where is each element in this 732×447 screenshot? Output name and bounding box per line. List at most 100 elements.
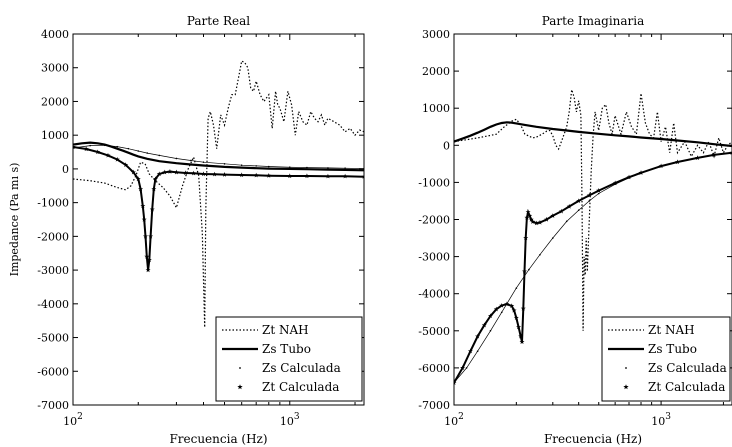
y-tick-label: -3000	[37, 264, 69, 277]
data-point-zs-calculada	[190, 159, 192, 162]
data-point-zt-calculada	[253, 172, 259, 178]
data-point-zt-calculada	[520, 305, 526, 311]
data-point-zt-calculada	[156, 171, 162, 177]
data-point-zt-calculada	[566, 203, 572, 209]
data-point-zs-calculada	[565, 220, 568, 223]
data-point-zt-calculada	[105, 152, 111, 158]
data-point-zt-calculada	[151, 186, 157, 192]
data-point-zt-calculada	[523, 235, 529, 241]
y-tick-label: 4000	[41, 28, 69, 41]
data-point-zs-calculada	[306, 166, 308, 169]
y-tick-label: -1000	[37, 197, 69, 210]
legend-label-zt-nah: Zt NAH	[648, 323, 695, 337]
data-point-zt-calculada	[493, 306, 499, 312]
y-tick-label: -5000	[37, 332, 69, 345]
data-point-zt-calculada	[513, 315, 519, 320]
legend-label-zt-calculada: Zt Calculada	[262, 380, 339, 394]
data-point-zt-calculada	[550, 213, 556, 218]
data-point-zt-calculada	[73, 144, 76, 150]
data-point-zt-calculada	[361, 174, 364, 179]
data-point-zt-calculada	[152, 176, 158, 182]
data-point-zt-calculada	[586, 192, 592, 198]
data-point-zt-calculada	[123, 162, 129, 167]
data-point-zs-calculada	[223, 163, 226, 165]
data-point-zs-calculada	[175, 157, 178, 160]
data-point-zt-calculada	[460, 365, 466, 370]
data-point-zs-calculada	[116, 145, 119, 148]
y-tick-label: -5000	[418, 325, 450, 338]
data-point-zt-calculada	[182, 170, 188, 176]
data-point-zt-calculada	[481, 322, 487, 328]
data-point-zt-calculada	[518, 333, 524, 339]
data-point-zt-calculada	[114, 156, 120, 162]
x-tick-label: 103	[280, 412, 300, 428]
y-tick-label: 1000	[422, 102, 450, 115]
plot-series	[454, 89, 732, 385]
data-point-zt-calculada	[325, 173, 331, 179]
y-tick-label: -2000	[418, 214, 450, 227]
data-point-zt-calculada	[516, 324, 522, 330]
y-tick-label: -4000	[418, 288, 450, 301]
y-tick-label: 0	[443, 139, 450, 152]
y-tick-label: -7000	[418, 399, 450, 412]
legend-label-zs-calculada: Zs Calculada	[262, 361, 341, 375]
data-point-zt-calculada	[149, 206, 155, 212]
data-point-zt-calculada	[675, 159, 680, 165]
data-point-zs-calculada	[515, 287, 518, 289]
data-point-zt-calculada	[509, 303, 515, 309]
data-point-zt-calculada	[711, 152, 717, 158]
chart-title: Parte Imaginaria	[542, 14, 645, 28]
data-point-zs-calculada	[476, 350, 479, 353]
data-point-zt-calculada	[173, 169, 179, 175]
data-point-zt-calculada	[638, 170, 644, 175]
legend-label-zt-nah: Zt NAH	[262, 323, 309, 337]
data-point-zs-calculada	[363, 167, 364, 170]
legend-box	[601, 316, 731, 402]
data-point-zs-calculada	[146, 152, 149, 154]
data-point-zs-calculada	[137, 150, 140, 152]
y-tick-label: 0	[62, 163, 69, 176]
panel-parte-imaginaria: Parte Imaginaria -7000 -6000 -5000 -4000 -300…	[418, 14, 732, 446]
data-point-zt-calculada	[522, 268, 527, 274]
data-point-zt-calculada	[212, 171, 218, 177]
data-point-zt-calculada	[511, 307, 517, 313]
data-point-zt-calculada	[544, 216, 550, 222]
series-line-zt-nah	[454, 89, 732, 331]
data-point-zt-calculada	[145, 267, 151, 273]
data-point-zt-calculada	[342, 173, 348, 179]
y-tick-label: 3000	[41, 62, 69, 75]
x-axis-label: Frecuencia (Hz)	[169, 432, 267, 446]
data-point-zt-calculada	[576, 198, 582, 204]
data-point-zt-calculada	[454, 380, 457, 385]
y-tick-label: -6000	[37, 365, 69, 378]
series-line-zs-tubo	[454, 121, 732, 148]
data-point-zt-calculada	[558, 208, 564, 214]
data-point-zt-calculada	[304, 173, 310, 179]
data-point-zt-calculada	[596, 187, 602, 193]
data-point-zt-calculada	[167, 169, 173, 174]
y-tick-label: -6000	[418, 362, 450, 375]
x-axis-label: Frecuencia (Hz)	[544, 432, 642, 446]
data-point-zt-calculada	[525, 209, 531, 215]
data-point-zt-calculada	[530, 219, 536, 224]
legend: Zt NAH Zs Tubo Zs Calculada Zt Calculada	[215, 316, 363, 402]
data-point-zt-calculada	[83, 146, 89, 152]
data-point-zs-calculada	[465, 367, 468, 369]
y-axis-label: Impedance (Pa mı s)	[8, 163, 21, 277]
data-point-zs-calculada	[267, 165, 270, 168]
legend-label-zs-tubo: Zs Tubo	[262, 342, 311, 356]
y-tick-label: 2000	[41, 95, 69, 108]
legend: Zt NAH Zs Tubo Zs Calculada Zt Calculada	[601, 316, 731, 402]
data-point-zt-calculada	[144, 254, 150, 259]
data-point-zt-calculada	[537, 219, 543, 225]
series-line-zs-calculada	[73, 144, 364, 169]
data-point-zt-calculada	[266, 173, 272, 178]
data-point-zt-calculada	[201, 171, 206, 177]
data-point-zs-calculada	[577, 209, 580, 212]
data-point-zt-calculada	[487, 313, 493, 319]
panel-parte-real: Parte Real -7000 -6000 -5000 -4000 -3000 -2000…	[8, 14, 365, 446]
data-point-zs-calculada	[528, 268, 530, 271]
data-point-zt-calculada	[626, 174, 632, 180]
data-point-zt-calculada	[138, 186, 144, 192]
legend-swatch-zt-calculada	[623, 384, 629, 390]
